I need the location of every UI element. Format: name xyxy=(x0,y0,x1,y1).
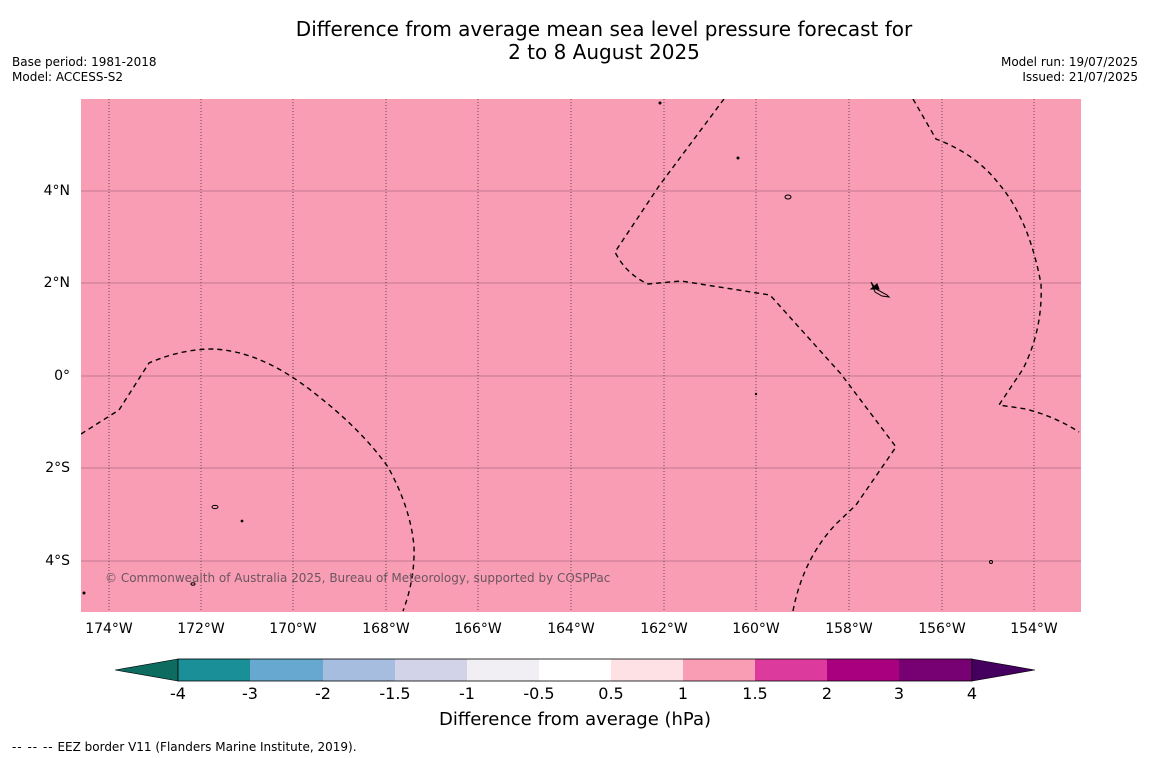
colorbar-swatch-4 xyxy=(395,659,467,681)
map-svg xyxy=(81,99,1081,612)
lat-label-0: 0° xyxy=(54,368,70,384)
eez-borders xyxy=(81,99,1080,612)
lat-label-4s: 4°S xyxy=(45,553,70,569)
lon-label-158w: 158°W xyxy=(825,621,873,637)
colorbar-outline xyxy=(177,658,973,682)
colorbar-tick: 4 xyxy=(966,684,978,703)
colorbar-swatch-10 xyxy=(827,659,899,681)
colorbar-tick: 1 xyxy=(677,684,689,703)
colorbar-tick: 3 xyxy=(893,684,905,703)
lon-label-156w: 156°W xyxy=(918,621,966,637)
latitude-gridlines xyxy=(81,190,1081,562)
colorbar-swatch-8 xyxy=(683,659,755,681)
title-line-1: Difference from average mean sea level p… xyxy=(295,17,913,41)
map-panel: © Commonwealth of Australia 2025, Bureau… xyxy=(81,99,1081,612)
lat-label-4n: 4°N xyxy=(43,183,70,199)
eez-legend-symbol: -- -- -- xyxy=(12,740,54,754)
lat-label-2n: 2°N xyxy=(43,275,70,291)
colorbar-title: Difference from average (hPa) xyxy=(438,709,712,730)
colorbar-extend-low xyxy=(115,658,179,682)
colorbar-tick: 2 xyxy=(821,684,833,703)
colorbar-swatch-7 xyxy=(611,659,683,681)
colorbar-tick: 0.5 xyxy=(598,684,624,703)
lon-label-172w: 172°W xyxy=(177,621,225,637)
colorbar xyxy=(115,658,1036,682)
base-period: Base period: 1981-2018 xyxy=(12,55,157,69)
lon-label-174w: 174°W xyxy=(85,621,133,637)
colorbar-swatch-2 xyxy=(250,659,323,681)
meta-left: Base period: 1981-2018 Model: ACCESS-S2 xyxy=(12,55,157,85)
colorbar-extend-high xyxy=(971,658,1036,682)
colorbar-swatch-3 xyxy=(323,659,395,681)
colorbar-tick: 1.5 xyxy=(742,684,768,703)
lon-label-170w: 170°W xyxy=(269,621,317,637)
meta-right: Model run: 19/07/2025 Issued: 21/07/2025 xyxy=(1001,55,1138,85)
lon-label-154w: 154°W xyxy=(1010,621,1058,637)
colorbar-tick: -3 xyxy=(242,684,258,703)
islands xyxy=(82,101,993,595)
lon-label-168w: 168°W xyxy=(362,621,410,637)
model-run: Model run: 19/07/2025 xyxy=(1000,55,1138,69)
eez-legend-text: EEZ border V11 (Flanders Marine Institut… xyxy=(57,740,357,754)
eez-legend: -- -- -- EEZ border V11 (Flanders Marine… xyxy=(12,740,357,754)
copyright-notice: © Commonwealth of Australia 2025, Bureau… xyxy=(105,571,611,585)
colorbar-swatch-1 xyxy=(178,659,250,681)
colorbar-tick: -2 xyxy=(315,684,331,703)
chart-title: Difference from average mean sea level p… xyxy=(0,18,1150,64)
lon-label-164w: 164°W xyxy=(547,621,595,637)
colorbar-tick: -4 xyxy=(170,684,186,703)
colorbar-swatch-6 xyxy=(539,659,611,681)
lat-label-2s: 2°S xyxy=(45,460,70,476)
issued-date: Issued: 21/07/2025 xyxy=(1022,70,1138,84)
model-name: Model: ACCESS-S2 xyxy=(12,70,124,84)
lon-label-166w: 166°W xyxy=(454,621,502,637)
colorbar-swatch-5 xyxy=(467,659,539,681)
colorbar-tick: -1.5 xyxy=(379,684,411,703)
colorbar-swatch-11 xyxy=(899,659,972,681)
lon-label-160w: 160°W xyxy=(732,621,780,637)
colorbar-tick: -0.5 xyxy=(523,684,555,703)
colorbar-tick: -1 xyxy=(459,684,475,703)
colorbar-swatch-9 xyxy=(755,659,827,681)
title-line-2: 2 to 8 August 2025 xyxy=(508,40,700,64)
lon-label-162w: 162°W xyxy=(640,621,688,637)
